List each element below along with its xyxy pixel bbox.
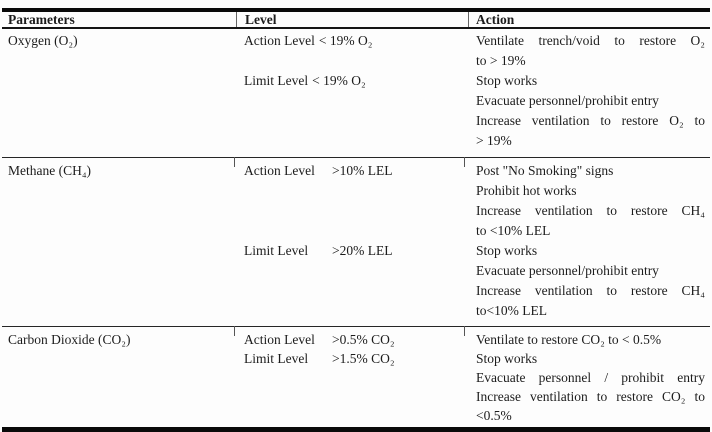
- level-cell: Action Level < 19% O₂: [236, 31, 468, 71]
- level-value: >1.5% CO₂: [332, 351, 395, 366]
- action-line: Ventilate to restore CO₂ to < 0.5%: [476, 332, 662, 347]
- action-cell: Post "No Smoking" signs Prohibit hot work…: [468, 161, 710, 241]
- action-cell: Stop works Evacuate personnel/prohibit en…: [468, 71, 710, 151]
- action-line: to<10% LEL: [476, 303, 547, 318]
- level-value: < 19% O₂: [312, 73, 366, 88]
- table-row: Limit Level >1.5% CO₂ Stop works Evacuate p…: [236, 349, 710, 425]
- level-value: < 19% O₂: [318, 33, 373, 48]
- table-top-border: [2, 8, 710, 12]
- level-value: >20% LEL: [332, 243, 393, 258]
- action-line: Increase ventilation to restore CH₄: [476, 283, 705, 298]
- action-line: Increase ventilation to restore CH₄: [476, 203, 705, 218]
- table-section: Oxygen (O₂) Action Level < 19% O₂ Ventilate…: [2, 29, 710, 157]
- column-header-level: Level: [236, 12, 468, 27]
- action-line: > 19%: [476, 133, 512, 148]
- level-cell: Limit Level < 19% O₂: [236, 71, 468, 151]
- table-row: Action Level < 19% O₂ Ventilate trench/voi…: [236, 31, 710, 71]
- action-line: Evacuate personnel/prohibit entry: [476, 263, 659, 278]
- table-row: Action Level >10% LEL Post "No Smoking" si…: [236, 161, 710, 241]
- parameter-cell: Oxygen (O₂): [8, 33, 78, 48]
- action-line: to > 19%: [476, 53, 526, 68]
- action-line: Evacuate personnel/prohibit entry: [476, 93, 659, 108]
- table-section: Methane (CH₄) Action Level >10% LEL Post "N…: [2, 157, 710, 326]
- level-label: Limit Level: [244, 351, 309, 366]
- table-header-row: Parameters Level Action: [2, 12, 710, 29]
- section-rows: Action Level < 19% O₂ Ventilate trench/voi…: [236, 31, 710, 151]
- level-value: >10% LEL: [332, 163, 393, 178]
- action-cell: Ventilate to restore CO₂ to < 0.5%: [468, 330, 710, 349]
- column-header-action: Action: [468, 12, 710, 27]
- action-line: Evacuate personnel / prohibit entry: [476, 370, 705, 385]
- section-rows: Action Level >10% LEL Post "No Smoking" si…: [236, 161, 710, 321]
- action-line: Stop works: [476, 73, 538, 88]
- level-label: Action Level: [244, 33, 315, 48]
- level-label: Action Level: [244, 163, 315, 178]
- level-label: Limit Level: [244, 243, 309, 258]
- column-tick: [464, 326, 465, 336]
- level-label: Limit Level: [244, 73, 309, 88]
- action-cell: Ventilate trench/void to restore O₂ to > …: [468, 31, 710, 71]
- level-value: >0.5% CO₂: [332, 332, 395, 347]
- action-line: <0.5%: [476, 408, 512, 423]
- column-header-parameters: Parameters: [8, 12, 75, 27]
- action-line: Ventilate trench/void to restore O₂: [476, 33, 705, 48]
- action-line: Post "No Smoking" signs: [476, 163, 614, 178]
- table-row: Limit Level < 19% O₂ Stop works Evacuate pe…: [236, 71, 710, 151]
- action-line: to <10% LEL: [476, 223, 551, 238]
- parameter-cell: Methane (CH₄): [8, 163, 92, 178]
- action-line: Increase ventilation to restore CO₂ to: [476, 389, 705, 404]
- action-cell: Stop works Evacuate personnel/prohibit en…: [468, 241, 710, 321]
- action-line: Prohibit hot works: [476, 183, 577, 198]
- action-line: Stop works: [476, 351, 538, 366]
- level-label: Action Level: [244, 332, 315, 347]
- level-cell: Action Level >10% LEL: [236, 161, 468, 241]
- action-line: Increase ventilation to restore O₂ to: [476, 113, 705, 128]
- column-tick: [234, 326, 235, 336]
- level-cell: Limit Level >20% LEL: [236, 241, 468, 321]
- table-row: Limit Level >20% LEL Stop works Evacuate pe…: [236, 241, 710, 321]
- column-tick: [234, 157, 235, 167]
- action-line: Stop works: [476, 243, 538, 258]
- parameter-cell: Carbon Dioxide (CO₂): [8, 332, 131, 347]
- table-section: Carbon Dioxide (CO₂) Action Level >0.5% CO…: [2, 326, 710, 427]
- section-rows: Action Level >0.5% CO₂ Ventilate to restor…: [236, 330, 710, 425]
- table-bottom-border: [2, 427, 710, 432]
- action-cell: Stop works Evacuate personnel / prohibit …: [468, 349, 710, 425]
- level-cell: Limit Level >1.5% CO₂: [236, 349, 468, 425]
- level-cell: Action Level >0.5% CO₂: [236, 330, 468, 349]
- table-row: Action Level >0.5% CO₂ Ventilate to restor…: [236, 330, 710, 349]
- column-tick: [464, 157, 465, 167]
- table-body: Oxygen (O₂) Action Level < 19% O₂ Ventilate…: [2, 29, 710, 427]
